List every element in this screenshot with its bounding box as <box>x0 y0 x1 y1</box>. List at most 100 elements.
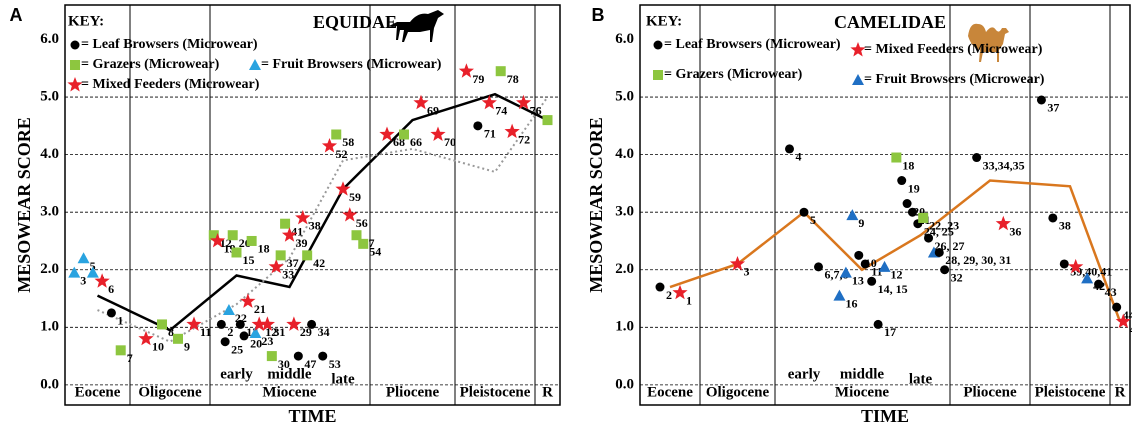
point-label: 39,40,41 <box>1070 265 1112 279</box>
point-label: 14, 15 <box>878 282 908 296</box>
point <box>934 247 944 257</box>
point-label: 22, 23 <box>929 219 959 233</box>
point <box>1094 279 1104 289</box>
point <box>399 129 409 140</box>
point-label: 45 <box>1129 322 1132 336</box>
point <box>280 218 291 229</box>
point <box>251 316 267 331</box>
point <box>157 319 167 330</box>
point-label: 79 <box>472 72 484 86</box>
point <box>839 266 852 278</box>
y-tick-label: 6.0 <box>40 31 59 47</box>
point <box>275 250 286 261</box>
point-label: 32 <box>951 270 963 284</box>
point <box>239 331 249 341</box>
x-tick-label: middle <box>840 366 885 382</box>
point <box>307 319 317 329</box>
legend-marker <box>653 70 663 80</box>
point-label: 76 <box>530 104 542 118</box>
point <box>293 351 303 361</box>
y-tick-label: 1.0 <box>40 319 59 335</box>
key-title: KEY: <box>68 13 104 29</box>
x-tick-label: Pliocene <box>963 384 1017 400</box>
x-tick-label: middle <box>267 366 312 382</box>
panel-letter: B <box>592 5 605 25</box>
point <box>246 235 257 246</box>
point <box>138 330 154 346</box>
point-label: 53 <box>329 357 341 371</box>
point <box>227 230 238 241</box>
trend-line <box>97 96 549 343</box>
point-label: 23 <box>261 334 273 348</box>
point <box>785 144 794 154</box>
point-label: 18 <box>902 158 914 172</box>
point-label: 11 <box>200 325 211 339</box>
point-label: 59 <box>349 190 361 204</box>
point <box>918 212 929 223</box>
point <box>672 284 688 300</box>
point <box>358 238 369 249</box>
point <box>231 247 242 258</box>
legend-marker <box>850 42 866 57</box>
y-tick-label: 4.0 <box>40 146 59 162</box>
point-label: 36 <box>1009 224 1021 238</box>
legend-marker <box>653 40 663 50</box>
point <box>268 258 284 274</box>
camel-icon <box>968 23 1009 62</box>
x-axis-label: TIME <box>288 406 336 426</box>
point <box>77 252 90 264</box>
point <box>799 207 809 217</box>
y-tick-label: 0.0 <box>40 376 59 392</box>
point-label: 1 <box>117 314 123 328</box>
plot-frame <box>639 4 1131 406</box>
point-label: 66 <box>410 135 422 149</box>
point <box>1068 258 1084 274</box>
point <box>902 199 912 209</box>
x-tick-label: Pleistocene <box>460 384 531 400</box>
point-label: 71 <box>484 127 496 141</box>
x-tick-label: Pleistocene <box>1035 384 1106 400</box>
plot-frame <box>64 4 561 406</box>
point <box>854 250 864 260</box>
point <box>235 319 245 329</box>
point <box>504 123 520 139</box>
y-tick-label: 5.0 <box>40 89 59 105</box>
chart-title: EQUIDAE <box>313 12 397 32</box>
trend-line <box>669 179 1122 322</box>
point-label: 17 <box>884 325 896 339</box>
point-label: 5 <box>90 259 96 273</box>
point <box>430 126 446 141</box>
legend-label: = Grazers (Microwear) <box>81 57 220 72</box>
point <box>878 260 891 272</box>
point <box>335 181 351 196</box>
point-label: 3 <box>744 265 750 279</box>
point <box>342 207 358 222</box>
point <box>873 319 883 329</box>
point-label: 69 <box>427 104 439 118</box>
x-tick-label: Eocene <box>75 384 121 400</box>
point <box>940 265 950 275</box>
point-label: 5 <box>810 213 816 227</box>
point-label: 39 <box>296 236 308 250</box>
point <box>1115 313 1131 328</box>
point-label: 28, 29, 30, 31 <box>945 253 1011 267</box>
point-label: 29 <box>300 325 312 339</box>
point <box>106 308 116 318</box>
y-tick-label: 3.0 <box>615 204 634 220</box>
point <box>286 316 302 331</box>
point-label: 10 <box>152 340 164 354</box>
point <box>266 351 277 362</box>
point <box>542 115 553 126</box>
point-label: 78 <box>507 72 519 86</box>
legend-marker <box>70 40 80 50</box>
point <box>924 233 934 243</box>
point <box>1036 95 1046 105</box>
point <box>897 176 907 186</box>
point <box>413 94 429 110</box>
point-label: 7 <box>127 351 133 365</box>
point <box>249 327 262 339</box>
point-label: 13 <box>852 273 864 287</box>
point <box>846 209 859 221</box>
x-tick-label: early <box>220 366 253 382</box>
